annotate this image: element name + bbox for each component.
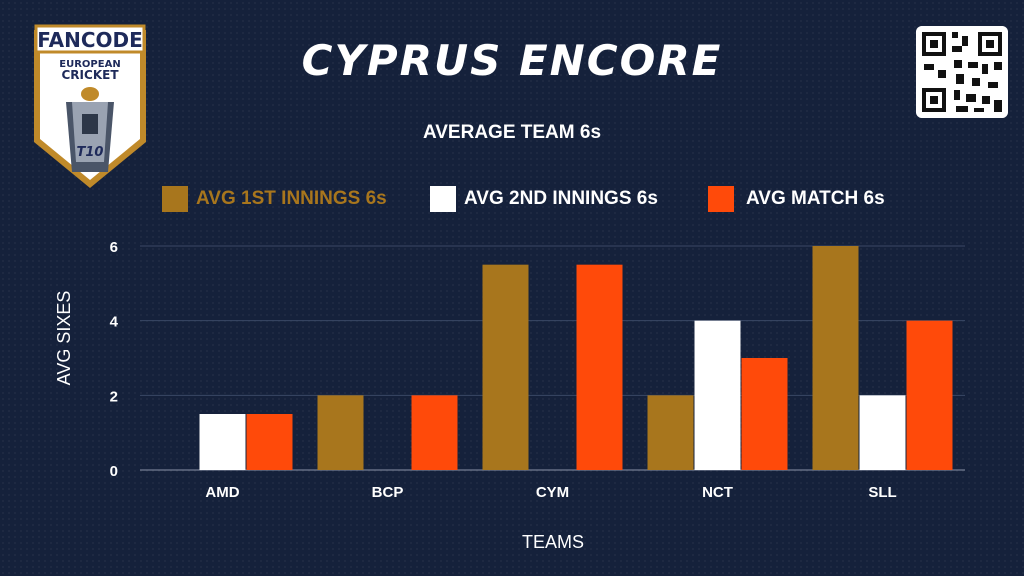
bar-nct-series-1 <box>647 395 694 470</box>
legend-label-1st-innings: AVG 1ST INNINGS 6s <box>196 188 387 209</box>
y-tick-label: 4 <box>110 314 119 331</box>
logo-cricket-text: CRICKET <box>62 68 120 82</box>
legend-swatch-2nd-innings <box>430 186 456 212</box>
logo-european-text: EUROPEAN <box>59 59 120 70</box>
legend-label-match: AVG MATCH 6s <box>746 188 885 209</box>
logo-brand-text: FANCODE <box>37 28 143 52</box>
bar-cym-series-1 <box>482 264 529 470</box>
legend-item-match: AVG MATCH 6s <box>708 186 885 212</box>
y-tick-label: 0 <box>110 463 118 480</box>
qr-code-icon[interactable] <box>916 26 1008 118</box>
x-axis-label: TEAMS <box>522 532 584 552</box>
y-axis-ticks: 0 2 4 6 <box>110 239 119 480</box>
bar-sll-series-2 <box>859 395 906 470</box>
bar-nct-series-3 <box>741 358 788 470</box>
bar-sll-series-1 <box>812 246 859 470</box>
legend-label-2nd-innings: AVG 2ND INNINGS 6s <box>464 188 658 209</box>
legend-item-1st-innings: AVG 1ST INNINGS 6s <box>162 186 387 212</box>
chart-subtitle: AVERAGE TEAM 6s <box>422 122 602 143</box>
bar-cym-series-3 <box>576 264 623 470</box>
x-tick-label-sll: SLL <box>868 484 896 501</box>
bar-bcp-series-1 <box>317 395 364 470</box>
y-tick-label: 2 <box>110 388 118 405</box>
y-axis-label: AVG SIXES <box>54 291 74 386</box>
legend-swatch-match <box>708 186 734 212</box>
x-tick-label-bcp: BCP <box>372 484 404 501</box>
legend-item-2nd-innings: AVG 2ND INNINGS 6s <box>430 186 658 212</box>
bar-bcp-series-3 <box>411 395 458 470</box>
x-tick-label-nct: NCT <box>702 484 733 501</box>
bars <box>199 246 953 470</box>
bar-amd-series-2 <box>199 414 246 470</box>
bar-amd-series-3 <box>246 414 293 470</box>
bar-nct-series-2 <box>694 320 741 470</box>
legend-swatch-1st-innings <box>162 186 188 212</box>
bar-sll-series-3 <box>906 320 953 470</box>
x-axis-ticks: AMD BCP CYM NCT SLL <box>205 484 896 501</box>
y-tick-label: 6 <box>110 239 118 256</box>
x-tick-label-amd: AMD <box>205 484 239 501</box>
logo-t10-text: T10 <box>77 145 104 160</box>
chart-title: CYPRUS ENCORE <box>301 36 723 85</box>
x-tick-label-cym: CYM <box>536 484 569 501</box>
fancode-european-cricket-logo: FANCODE EUROPEAN CRICKET T10 <box>34 24 146 188</box>
